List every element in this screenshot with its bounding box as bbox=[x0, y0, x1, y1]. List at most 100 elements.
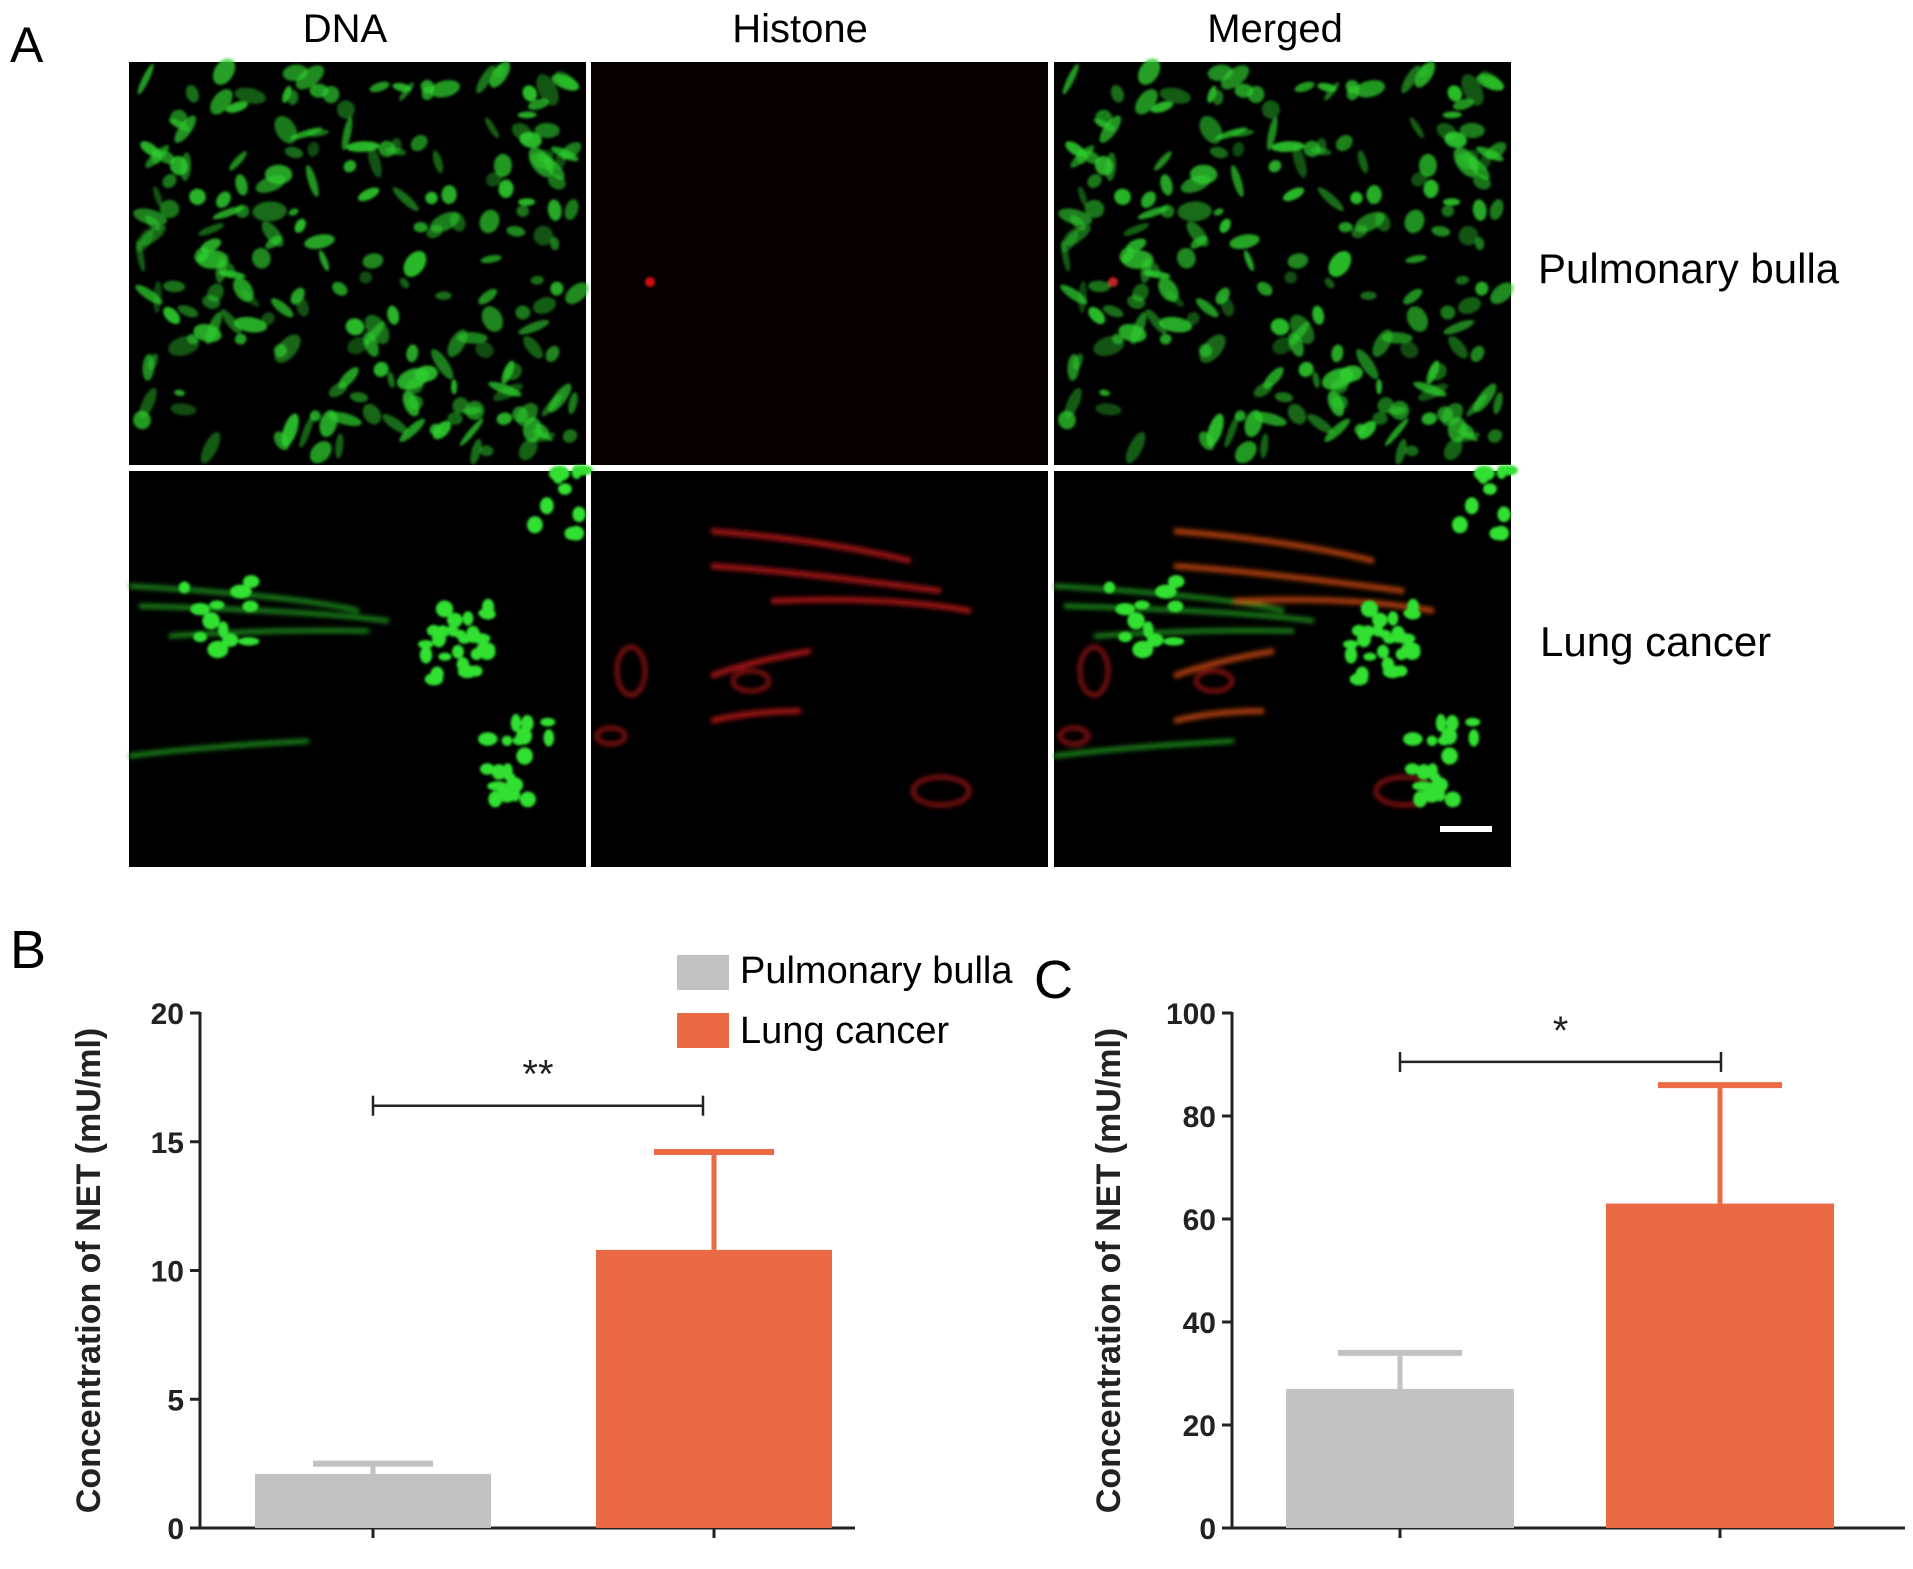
nucleus-mark bbox=[1465, 717, 1481, 727]
cancer-merged-cells bbox=[1053, 465, 1518, 808]
cell-mark bbox=[1357, 150, 1369, 174]
cell-mark bbox=[1493, 392, 1503, 415]
cell-mark bbox=[193, 323, 222, 343]
cell-mark bbox=[198, 223, 225, 236]
nucleus-mark bbox=[539, 497, 554, 515]
cell-mark bbox=[1457, 429, 1479, 442]
cell-mark bbox=[174, 389, 186, 396]
cell-mark bbox=[450, 212, 466, 232]
cell-mark bbox=[536, 74, 559, 106]
cell-mark bbox=[562, 429, 578, 443]
legend-label-pulmonary-bulla: Pulmonary bulla bbox=[740, 950, 1013, 992]
cell-mark bbox=[504, 363, 522, 381]
cell-mark bbox=[347, 336, 369, 355]
cell-mark bbox=[1214, 127, 1248, 140]
fiber-mark bbox=[128, 738, 310, 759]
cell-mark bbox=[1088, 306, 1106, 325]
cell-mark bbox=[1099, 115, 1122, 143]
nucleus-mark bbox=[242, 600, 259, 613]
cell-mark bbox=[216, 191, 231, 208]
cell-mark bbox=[163, 306, 181, 325]
panel-b-label: B bbox=[10, 920, 46, 980]
micrograph-bulla-histone bbox=[591, 62, 1048, 465]
cell-mark bbox=[294, 218, 306, 233]
nucleus-mark bbox=[1426, 735, 1438, 746]
cell-mark bbox=[1401, 65, 1420, 94]
histone-fiber-mark bbox=[1173, 563, 1405, 594]
nucleus-mark bbox=[1404, 608, 1421, 620]
cell-mark bbox=[533, 225, 554, 246]
histone-fiber-mark bbox=[709, 648, 812, 679]
nucleus-mark bbox=[510, 714, 521, 732]
cell-mark bbox=[425, 191, 438, 205]
cell-mark bbox=[554, 71, 578, 91]
cell-mark bbox=[1127, 294, 1146, 309]
cell-mark bbox=[1423, 179, 1439, 198]
nucleus-mark bbox=[1429, 772, 1441, 782]
cell-mark bbox=[1400, 341, 1419, 359]
cell-mark bbox=[1186, 312, 1200, 326]
cell-mark bbox=[1177, 201, 1212, 222]
cell-mark bbox=[1479, 71, 1503, 91]
cell-mark bbox=[1350, 191, 1363, 205]
cell-mark bbox=[1145, 309, 1167, 335]
cell-mark bbox=[212, 58, 236, 85]
nucleus-mark bbox=[1497, 465, 1518, 476]
nucleus-mark bbox=[1464, 497, 1479, 515]
cell-mark bbox=[459, 418, 484, 446]
cell-mark bbox=[1421, 412, 1438, 425]
nucleus-mark bbox=[1118, 631, 1133, 643]
cell-mark bbox=[1087, 173, 1102, 189]
nucleus-mark bbox=[1387, 611, 1399, 626]
cell-mark bbox=[1351, 225, 1368, 239]
cell-mark bbox=[251, 247, 271, 269]
nucleus-mark bbox=[478, 644, 496, 660]
cell-mark bbox=[170, 403, 197, 416]
cell-mark bbox=[133, 410, 151, 430]
cell-mark bbox=[387, 371, 395, 388]
nucleus-mark bbox=[1167, 600, 1184, 613]
panel-a: A DNA Histone Merged Pulmonary bulla Lun… bbox=[10, 7, 1840, 867]
cell-mark bbox=[328, 411, 362, 426]
histone-fiber-mark bbox=[1173, 528, 1375, 564]
nucleus-mark bbox=[1416, 764, 1432, 780]
cell-mark bbox=[229, 151, 247, 171]
micrograph-cancer-dna bbox=[129, 471, 586, 867]
cell-mark bbox=[1272, 336, 1294, 355]
nucleus-mark bbox=[462, 611, 474, 626]
cell-mark bbox=[1335, 134, 1353, 152]
cell-mark bbox=[1395, 438, 1407, 465]
cell-mark bbox=[1330, 378, 1349, 395]
cell-mark bbox=[274, 334, 301, 363]
cell-mark bbox=[367, 145, 382, 178]
cell-mark bbox=[1489, 199, 1504, 221]
cell-mark bbox=[1061, 240, 1070, 272]
cell-mark bbox=[200, 238, 222, 253]
cell-mark bbox=[189, 188, 206, 205]
cell-mark bbox=[1102, 305, 1124, 318]
cell-mark bbox=[159, 199, 180, 219]
cell-mark bbox=[1317, 82, 1337, 92]
cell-mark bbox=[1487, 429, 1503, 443]
cell-mark bbox=[1282, 187, 1305, 202]
cell-mark bbox=[405, 378, 424, 395]
cell-mark bbox=[369, 81, 390, 93]
cell-mark bbox=[1411, 171, 1427, 187]
cell-mark bbox=[1263, 367, 1284, 389]
nucleus-mark bbox=[543, 729, 555, 747]
cell-mark bbox=[288, 208, 299, 216]
cell-mark bbox=[481, 306, 503, 332]
nucleus-mark bbox=[1405, 763, 1420, 775]
nucleus-mark bbox=[435, 600, 454, 618]
nucleus-mark bbox=[512, 735, 527, 746]
legend: Pulmonary bulla Lung cancer bbox=[677, 950, 1013, 1052]
nucleus-mark bbox=[1422, 784, 1442, 803]
histone-fiber-mark bbox=[1173, 708, 1265, 724]
cell-mark bbox=[515, 305, 531, 320]
cell-mark bbox=[185, 85, 199, 103]
cell-mark bbox=[1474, 236, 1485, 251]
cell-mark bbox=[1110, 85, 1124, 103]
cell-mark bbox=[147, 353, 159, 371]
cell-mark bbox=[153, 186, 163, 207]
cell-mark bbox=[196, 250, 229, 269]
